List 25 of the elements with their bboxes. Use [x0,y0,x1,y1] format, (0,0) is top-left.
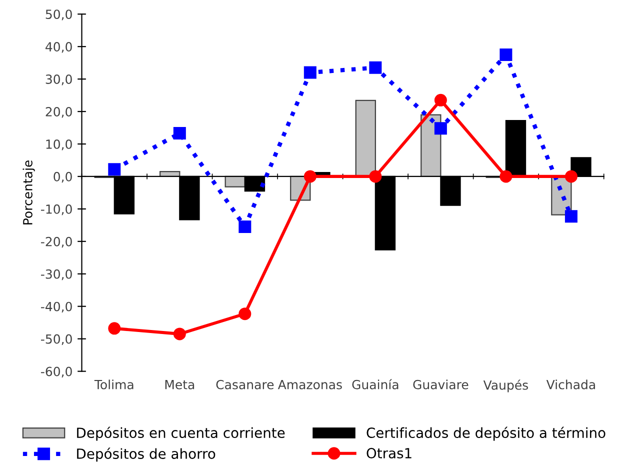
x-tick-label: Amazonas [278,380,342,390]
y-tick-label: -40,0 [41,302,72,313]
x-tick-label: Guaviare [413,380,468,390]
y-tick-label: 40,0 [46,42,72,53]
legend-label: Depósitos en cuenta corriente [77,426,285,441]
y-tick-label: -50,0 [41,334,72,346]
x-tick-label: Vichada [546,380,595,390]
y-tick-label: -10,0 [41,204,72,216]
y-axis-title: Porcentaje [22,160,35,224]
legend-label: Otras1 [366,448,412,458]
y-tick-label: 20,0 [46,106,72,118]
y-tick-label: 50,0 [46,10,72,20]
x-tick-label: Tolima [94,380,134,390]
y-tick-label: 10,0 [46,139,72,150]
y-tick-label: -20,0 [41,236,72,248]
legend-label: Depósitos de ahorro [77,448,216,462]
y-tick-label: 0,0 [54,172,72,183]
y-tick-label: -60,0 [41,366,72,378]
x-tick-label: Meta [165,380,194,390]
y-tick-label: 30,0 [46,74,72,86]
y-tick-label: -30,0 [41,269,72,280]
x-tick-label: Casanare [216,380,274,390]
legend-label: Certificados de depósito a término [366,426,606,441]
x-tick-label: Vaupés [483,380,528,392]
x-tick-label: Guainía [352,379,398,390]
